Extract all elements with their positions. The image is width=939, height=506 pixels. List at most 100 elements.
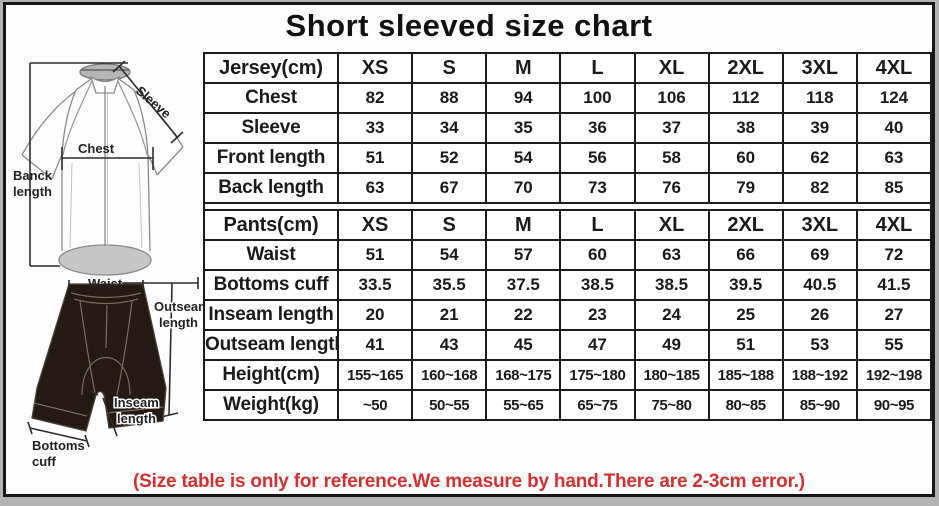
inseam-label: length [117, 411, 156, 426]
page-title: Short sleeved size chart [285, 8, 653, 43]
table-row: Weight(kg) ~50 50~55 55~65 65~75 75~80 8… [203, 389, 933, 421]
size-value: 51 [707, 329, 784, 361]
row-label: Chest [203, 82, 339, 114]
size-value: 38.5 [633, 269, 710, 301]
size-header: L [559, 52, 636, 84]
row-label: Sleeve [203, 112, 339, 144]
size-header: 3XL [781, 209, 858, 241]
size-value: 79 [707, 172, 784, 204]
size-value: 57 [485, 239, 562, 271]
table-row: Back length 63 67 70 73 76 79 82 85 [203, 172, 933, 204]
size-header: 4XL [855, 52, 933, 84]
size-value: 22 [485, 299, 562, 331]
size-value: 51 [336, 239, 414, 271]
size-value: 112 [707, 82, 784, 114]
size-value: 66 [707, 239, 784, 271]
outseam-label: length [159, 315, 198, 330]
outseam-label: Outseam [154, 299, 210, 314]
size-value: 67 [411, 172, 488, 204]
size-value: 35.5 [411, 269, 488, 301]
table-row: Bottoms cuff 33.5 35.5 37.5 38.5 38.5 39… [203, 269, 933, 301]
size-value: 24 [633, 299, 710, 331]
size-header: XL [633, 52, 710, 84]
size-value: 82 [781, 172, 858, 204]
shorts-illustration [31, 283, 167, 432]
size-header: XL [633, 209, 710, 241]
jersey-header-row: Jersey(cm) XS S M L XL 2XL 3XL 4XL [203, 52, 933, 84]
size-value: 38 [707, 112, 784, 144]
row-label: Outseam length [203, 329, 339, 361]
size-value: 41.5 [855, 269, 933, 301]
shorts-body [31, 283, 167, 432]
back-length-label: length [13, 184, 52, 199]
size-value: 94 [485, 82, 562, 114]
size-value: 55~65 [485, 389, 562, 421]
size-value: 58 [633, 142, 710, 174]
size-value: 27 [855, 299, 933, 331]
size-value: 60 [707, 142, 784, 174]
size-value: 168~175 [485, 359, 562, 391]
size-value: 21 [411, 299, 488, 331]
size-value: 155~165 [336, 359, 414, 391]
row-label: Bottoms cuff [203, 269, 339, 301]
size-header: M [485, 209, 562, 241]
size-value: 75~80 [633, 389, 710, 421]
size-value: 39 [781, 112, 858, 144]
size-value: 106 [633, 82, 710, 114]
inseam-label: Inseam [114, 395, 159, 410]
bottoms-cuff-label: Bottoms [32, 438, 85, 453]
size-value: 49 [633, 329, 710, 361]
jersey-header-cell: Jersey(cm) [203, 52, 339, 84]
size-value: 118 [781, 82, 858, 114]
size-value: 73 [559, 172, 636, 204]
size-value: 80~85 [707, 389, 784, 421]
spacer-row [203, 202, 932, 211]
size-value: 54 [411, 239, 488, 271]
size-value: 51 [336, 142, 414, 174]
size-value: 55 [855, 329, 933, 361]
size-value: 33.5 [336, 269, 414, 301]
size-value: 23 [559, 299, 636, 331]
size-value: 50~55 [411, 389, 488, 421]
row-label: Weight(kg) [203, 389, 339, 421]
size-value: 192~198 [855, 359, 933, 391]
table-row: Waist 51 54 57 60 63 66 69 72 [203, 239, 933, 271]
size-value: 35 [485, 112, 562, 144]
size-value: 40.5 [781, 269, 858, 301]
size-header: XS [336, 52, 414, 84]
size-header: S [411, 52, 488, 84]
size-value: 37.5 [485, 269, 562, 301]
pants-header-cell: Pants(cm) [203, 209, 339, 241]
size-value: 160~168 [411, 359, 488, 391]
jersey-illustration [21, 63, 184, 276]
size-value: 85 [855, 172, 933, 204]
size-header: 2XL [707, 209, 784, 241]
row-label: Inseam length [203, 299, 339, 331]
size-header: L [559, 209, 636, 241]
size-value: 124 [855, 82, 933, 114]
table-row: Front length 51 52 54 56 58 60 62 63 [203, 142, 933, 174]
size-value: 175~180 [559, 359, 636, 391]
size-value: 63 [855, 142, 933, 174]
back-length-label: Banck [13, 168, 53, 183]
size-value: 85~90 [781, 389, 858, 421]
size-header: 3XL [781, 52, 858, 84]
size-value: 62 [781, 142, 858, 174]
size-value: 60 [559, 239, 636, 271]
size-value: 70 [485, 172, 562, 204]
size-value: 36 [559, 112, 636, 144]
size-value: 38.5 [559, 269, 636, 301]
size-value: 180~185 [633, 359, 710, 391]
waist-label: Waist [88, 276, 123, 291]
size-value: 72 [855, 239, 933, 271]
spacer-cell [203, 202, 932, 211]
size-value: 43 [411, 329, 488, 361]
bottoms-cuff-label: cuff [32, 454, 57, 469]
size-value: 65~75 [559, 389, 636, 421]
size-table-wrap: Jersey(cm) XS S M L XL 2XL 3XL 4XL Chest… [203, 52, 933, 421]
pants-header-row: Pants(cm) XS S M L XL 2XL 3XL 4XL [203, 209, 933, 241]
chart-frame: Short sleeved size chart [3, 2, 935, 497]
table-row: Sleeve 33 34 35 36 37 38 39 40 [203, 112, 933, 144]
size-header: S [411, 209, 488, 241]
size-value: 25 [707, 299, 784, 331]
